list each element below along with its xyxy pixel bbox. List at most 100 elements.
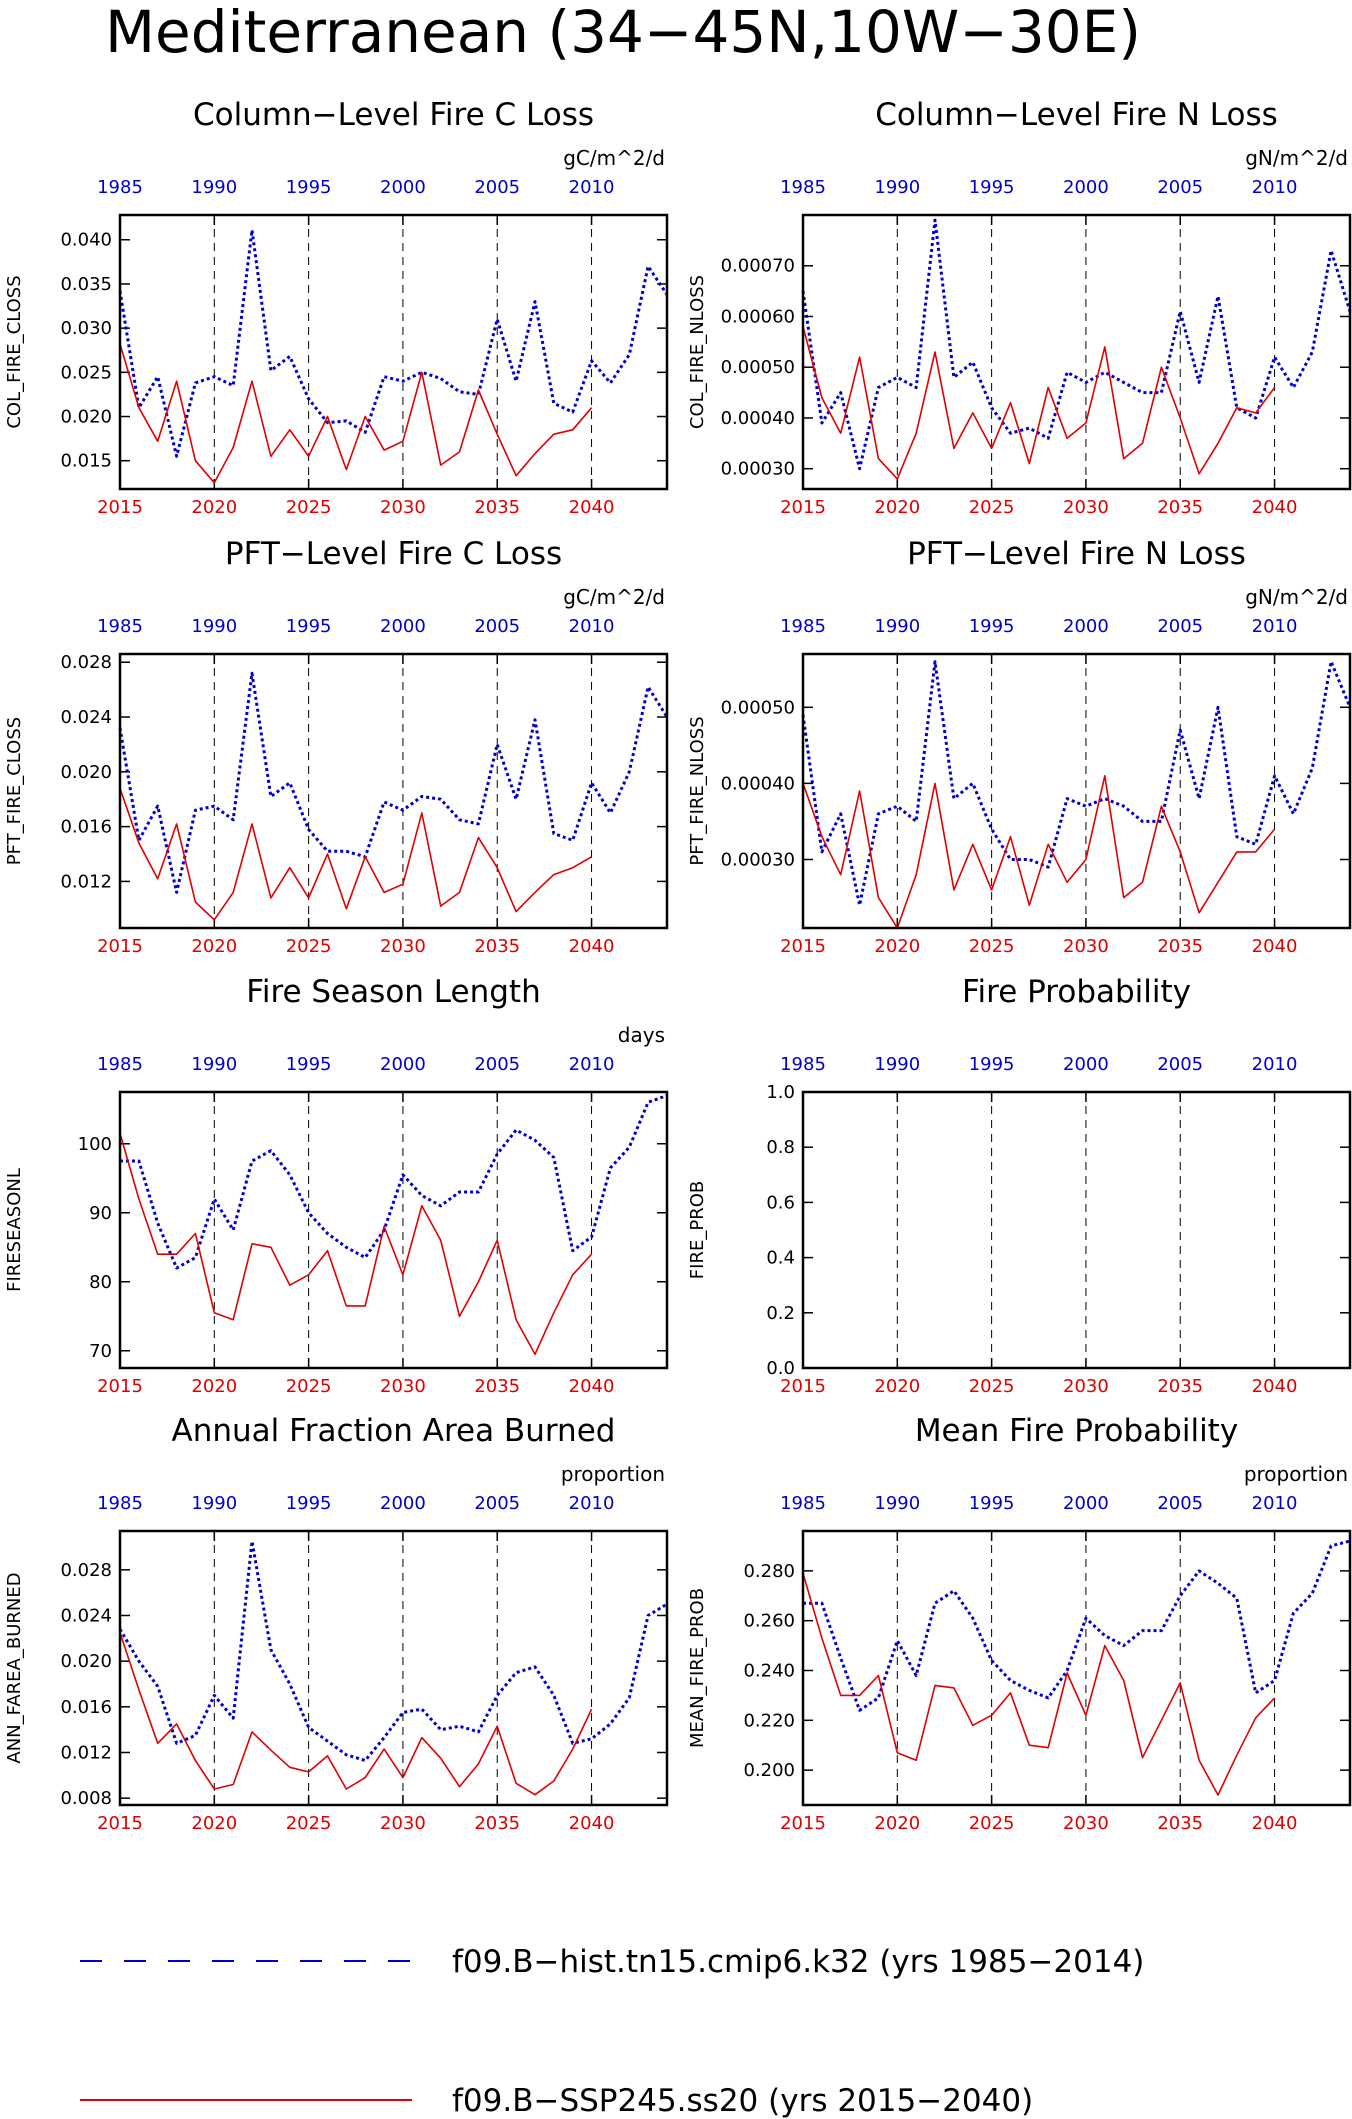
unit-label: days xyxy=(618,1023,665,1047)
x-tick-label: 2020 xyxy=(191,936,237,957)
x-top-tick-label: 2000 xyxy=(380,1054,426,1075)
y-tick-label: 80 xyxy=(89,1272,112,1293)
y-tick-label: 0.4 xyxy=(766,1248,795,1269)
x-tick-label: 2020 xyxy=(874,497,920,518)
series-ssp-line xyxy=(802,326,1276,480)
series-hist-line xyxy=(801,660,1352,907)
y-tick-label: 0.0 xyxy=(766,1358,795,1379)
series-hist-line xyxy=(803,1539,1351,1712)
x-tick-label: 2035 xyxy=(1157,936,1203,957)
y-tick-label: 70 xyxy=(89,1341,112,1362)
x-tick-label: 2035 xyxy=(1157,1813,1203,1834)
series-ssp-line xyxy=(119,343,593,484)
x-top-tick-label: 2000 xyxy=(380,1493,426,1514)
x-tick-label: 2025 xyxy=(969,497,1015,518)
panel-grid: Column−Level Fire C Loss gC/m^2/d COL_FIRE… xyxy=(4,97,1352,1834)
x-tick-label: 2035 xyxy=(474,1813,520,1834)
series-hist-line xyxy=(118,1539,668,1762)
y-tick-label: 0.00070 xyxy=(721,256,795,277)
plot-frame xyxy=(801,1090,1352,1370)
y-axis-label: PFT_FIRE_CLOSS xyxy=(4,717,25,865)
y-tick-label: 0.035 xyxy=(60,274,112,295)
y-tick-label: 0.00050 xyxy=(721,357,795,378)
x-tick-label: 2015 xyxy=(97,1813,143,1834)
x-tick-label: 2030 xyxy=(380,497,426,518)
x-tick-label: 2040 xyxy=(1252,497,1298,518)
x-top-tick-label: 2000 xyxy=(1063,616,1109,637)
y-axis-label: COL_FIRE_CLOSS xyxy=(4,275,25,428)
x-tick-label: 2020 xyxy=(874,936,920,957)
x-tick-label: 2040 xyxy=(1252,1376,1298,1397)
series-ssp-line xyxy=(802,774,1276,929)
x-tick-label: 2040 xyxy=(569,1376,615,1397)
x-tick-label: 2040 xyxy=(1252,1813,1298,1834)
x-top-tick-label: 2010 xyxy=(569,616,615,637)
x-tick-label: 2015 xyxy=(780,936,826,957)
x-tick-label: 2015 xyxy=(780,497,826,518)
x-top-tick-label: 1990 xyxy=(874,177,920,198)
y-tick-label: 0.200 xyxy=(743,1760,795,1781)
x-top-tick-label: 1985 xyxy=(780,1054,826,1075)
x-tick-label: 2020 xyxy=(191,497,237,518)
y-axis-label: FIRESEASONL xyxy=(4,1168,25,1292)
y-tick-label: 0.024 xyxy=(60,1605,112,1626)
chart-panel: Fire Probability FIRE_PROB 0.0 0.2 0.4 0.6 0.8… xyxy=(687,974,1352,1397)
x-tick-label: 2025 xyxy=(969,1376,1015,1397)
x-tick-label: 2025 xyxy=(286,497,332,518)
y-tick-label: 0.020 xyxy=(60,762,112,783)
y-tick-label: 0.016 xyxy=(60,1697,112,1718)
y-tick-label: 0.2 xyxy=(766,1303,795,1324)
x-top-tick-label: 1990 xyxy=(874,616,920,637)
series-hist-line xyxy=(118,228,669,458)
x-top-tick-label: 1985 xyxy=(97,177,143,198)
x-top-tick-label: 1995 xyxy=(286,1493,332,1514)
y-tick-label: 0.00030 xyxy=(721,459,795,480)
y-tick-label: 0.260 xyxy=(743,1611,795,1632)
y-tick-label: 0.008 xyxy=(60,1788,112,1809)
unit-label: proportion xyxy=(561,1462,665,1486)
unit-label: proportion xyxy=(1244,1462,1348,1486)
y-tick-label: 1.0 xyxy=(766,1082,795,1103)
x-top-tick-label: 2010 xyxy=(1252,1493,1298,1514)
x-tick-label: 2020 xyxy=(874,1813,920,1834)
legend-hist-label: f09.B−hist.tn15.cmip6.k32 (yrs 1985−2014… xyxy=(452,1944,1144,1980)
y-axis-label: FIRE_PROB xyxy=(687,1181,708,1279)
x-top-tick-label: 1995 xyxy=(969,1493,1015,1514)
x-top-tick-label: 1985 xyxy=(97,1054,143,1075)
x-top-tick-label: 1995 xyxy=(969,616,1015,637)
y-tick-label: 0.025 xyxy=(60,362,112,383)
y-tick-label: 0.280 xyxy=(743,1561,795,1582)
y-tick-label: 0.028 xyxy=(60,652,112,673)
y-tick-label: 0.220 xyxy=(743,1710,795,1731)
x-top-tick-label: 2010 xyxy=(569,1493,615,1514)
y-tick-label: 0.012 xyxy=(60,1742,112,1763)
x-top-tick-label: 2000 xyxy=(1063,1493,1109,1514)
panel-title: Column−Level Fire C Loss xyxy=(193,97,594,133)
y-tick-label: 0.00030 xyxy=(721,850,795,871)
x-top-tick-label: 1990 xyxy=(191,1493,237,1514)
x-tick-label: 2015 xyxy=(97,1376,143,1397)
x-top-tick-label: 2005 xyxy=(474,177,520,198)
y-tick-label: 0.00040 xyxy=(721,408,795,429)
x-tick-label: 2040 xyxy=(569,1813,615,1834)
series-hist-line xyxy=(118,671,669,894)
x-top-tick-label: 1985 xyxy=(780,1493,826,1514)
y-tick-label: 100 xyxy=(78,1134,112,1155)
y-tick-label: 0.024 xyxy=(60,707,112,728)
unit-label: gN/m^2/d xyxy=(1245,585,1348,609)
x-tick-label: 2020 xyxy=(874,1376,920,1397)
x-tick-label: 2040 xyxy=(569,936,615,957)
x-tick-label: 2020 xyxy=(191,1376,237,1397)
x-top-tick-label: 2005 xyxy=(474,616,520,637)
series-ssp-line xyxy=(802,1573,1276,1796)
unit-label: gC/m^2/d xyxy=(563,146,665,170)
x-top-tick-label: 2005 xyxy=(474,1493,520,1514)
y-axis-label: MEAN_FIRE_PROB xyxy=(687,1588,708,1748)
plot-frame xyxy=(118,213,669,491)
unit-label: gN/m^2/d xyxy=(1245,146,1348,170)
x-top-tick-label: 1990 xyxy=(191,177,237,198)
x-top-tick-label: 1990 xyxy=(874,1054,920,1075)
x-tick-label: 2015 xyxy=(97,936,143,957)
panel-title: PFT−Level Fire N Loss xyxy=(907,536,1246,572)
x-tick-label: 2025 xyxy=(286,936,332,957)
